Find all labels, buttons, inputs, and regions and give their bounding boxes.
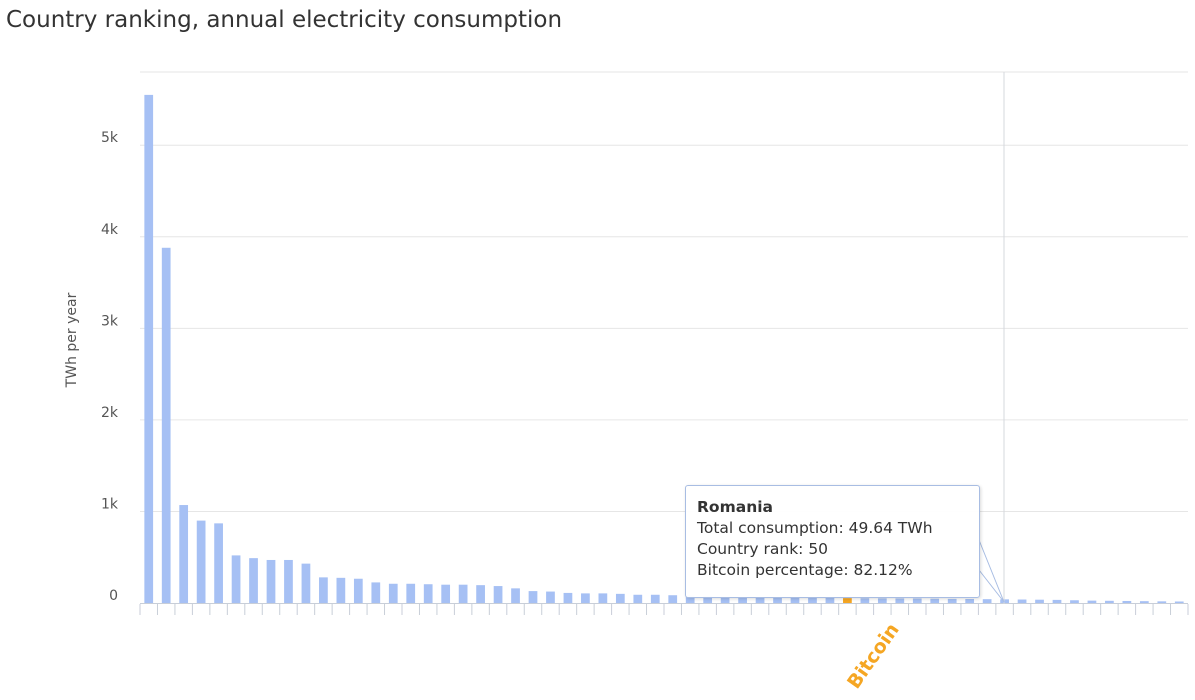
bar[interactable] — [1087, 600, 1097, 603]
bar[interactable] — [1157, 601, 1167, 603]
bar[interactable] — [930, 598, 940, 603]
bar[interactable] — [231, 555, 241, 603]
tooltip-bitcoin-percentage: Bitcoin percentage: 82.12% — [697, 561, 913, 579]
bar[interactable] — [476, 585, 485, 603]
bar[interactable] — [319, 577, 328, 603]
bar[interactable] — [1139, 601, 1149, 603]
bar[interactable] — [1122, 600, 1132, 603]
bar[interactable] — [650, 594, 660, 603]
bar[interactable] — [284, 559, 293, 603]
bar[interactable] — [965, 598, 975, 603]
bar[interactable] — [1017, 599, 1027, 603]
bar[interactable] — [1174, 601, 1184, 604]
y-tick-label: 4k — [101, 222, 119, 238]
bar[interactable] — [144, 94, 154, 603]
bar[interactable] — [755, 597, 765, 603]
bar[interactable] — [161, 247, 171, 604]
bar[interactable] — [301, 563, 311, 603]
bar-layer — [144, 94, 1184, 604]
tooltip-country-name: Romania — [697, 498, 774, 516]
bar[interactable] — [598, 593, 608, 603]
bar[interactable] — [493, 586, 503, 603]
bar[interactable] — [1105, 600, 1114, 603]
bar[interactable] — [336, 577, 346, 603]
y-tick-label: 1k — [101, 496, 119, 512]
bar[interactable] — [528, 591, 538, 603]
bar[interactable] — [825, 597, 835, 603]
grid-layer — [140, 71, 1188, 512]
bar[interactable] — [1052, 599, 1062, 603]
bar[interactable] — [196, 520, 206, 603]
bar[interactable] — [1000, 599, 1009, 603]
y-tick-label: 0 — [109, 588, 118, 604]
bar[interactable] — [353, 578, 363, 603]
bar[interactable] — [581, 593, 590, 603]
bar[interactable] — [214, 523, 223, 603]
tooltip-country-rank: Country rank: 50 — [697, 540, 829, 558]
bar[interactable] — [441, 584, 451, 603]
bar[interactable] — [388, 583, 398, 603]
bar[interactable] — [895, 598, 905, 603]
bar[interactable] — [808, 597, 817, 603]
bar[interactable] — [982, 599, 992, 603]
bar[interactable] — [912, 598, 922, 603]
y-tick-label: 5k — [101, 130, 119, 146]
bar[interactable] — [703, 596, 713, 603]
bar[interactable] — [371, 582, 381, 603]
bar[interactable] — [563, 592, 573, 603]
bar[interactable] — [668, 595, 678, 603]
bar[interactable] — [458, 584, 468, 603]
y-tick-label: 2k — [101, 405, 119, 421]
bar[interactable] — [685, 595, 695, 603]
bar[interactable] — [790, 597, 800, 603]
bar[interactable] — [406, 583, 416, 603]
bar[interactable] — [738, 597, 747, 603]
tooltip-total-consumption: Total consumption: 49.64 TWh — [697, 519, 933, 537]
bar[interactable] — [179, 505, 189, 603]
tooltip-pointer — [978, 539, 1005, 603]
bar[interactable] — [860, 598, 870, 603]
bar[interactable] — [720, 596, 730, 603]
bar[interactable] — [266, 559, 276, 603]
bar[interactable] — [877, 598, 887, 603]
bitcoin-highlight-label[interactable]: Bitcoin — [843, 619, 904, 693]
chart-title: Country ranking, annual electricity cons… — [6, 7, 563, 33]
x-axis — [139, 603, 1189, 615]
bar[interactable] — [1035, 599, 1044, 603]
bar[interactable] — [511, 588, 520, 603]
bar[interactable] — [947, 598, 957, 603]
bar[interactable] — [633, 594, 643, 603]
y-tick-label: 3k — [101, 313, 119, 329]
bar[interactable] — [615, 593, 625, 603]
tooltip: Romania Total consumption: 49.64 TWh Cou… — [685, 485, 980, 598]
y-axis: 0 1k 2k 3k 4k 5k — [101, 130, 119, 604]
bar[interactable] — [546, 591, 555, 603]
bar[interactable] — [423, 584, 433, 603]
bar[interactable] — [1070, 600, 1079, 603]
bar[interactable] — [843, 598, 852, 603]
y-axis-title: TWh per year — [64, 292, 80, 388]
bar[interactable] — [249, 558, 258, 603]
bar[interactable] — [773, 597, 782, 603]
